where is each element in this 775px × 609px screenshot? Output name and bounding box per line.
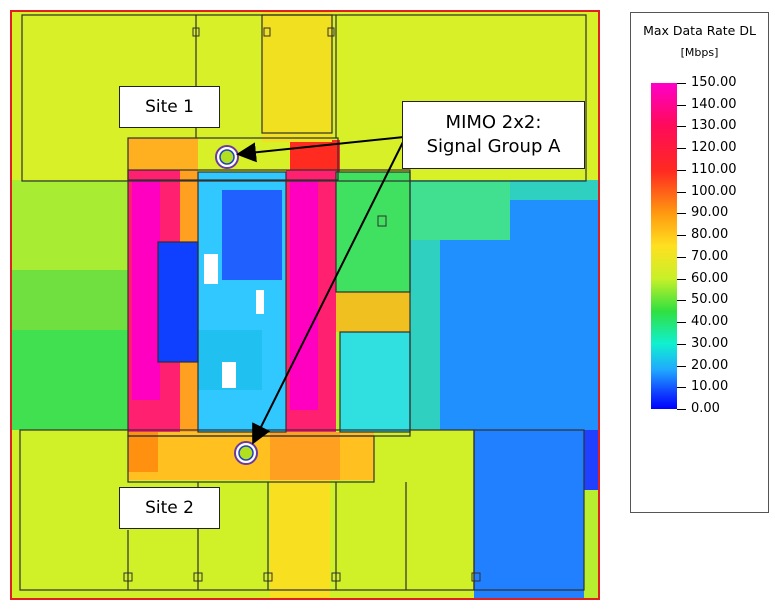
mimo-callout: MIMO 2x2: Signal Group A — [402, 101, 585, 169]
coverage-heatmap — [10, 10, 600, 600]
legend-tick-label: 40.00 — [691, 314, 729, 330]
wall — [339, 331, 411, 433]
legend-tick — [677, 191, 686, 193]
wall — [473, 429, 585, 591]
legend-tick — [677, 300, 686, 302]
legend-unit: [Mbps] — [680, 46, 719, 59]
heatmap-column-left-core — [132, 180, 160, 400]
site1-label: Site 1 — [119, 86, 220, 128]
legend-tick — [677, 343, 686, 345]
heatmap-zone-right-lower — [474, 430, 584, 598]
heatmap-void — [256, 290, 264, 314]
legend-tick-label: 90.00 — [691, 205, 729, 221]
wall-markers — [123, 27, 481, 582]
heatmap-zone-right-edge — [584, 430, 598, 490]
legend-tick-label: 100.00 — [691, 183, 737, 199]
legend-tick-label: 60.00 — [691, 270, 729, 286]
heatmap-zone-right-upper — [410, 180, 510, 240]
mimo-callout-line1: MIMO 2x2: — [445, 112, 542, 133]
legend-tick-label: 80.00 — [691, 227, 729, 243]
legend-title: Max Data Rate DL — [643, 23, 756, 38]
wall-marker — [327, 27, 335, 37]
legend-tick-label: 150.00 — [691, 75, 737, 90]
legend-tick-label: 50.00 — [691, 292, 729, 308]
heatmap-column-right-core — [290, 180, 318, 410]
antenna-site1-icon[interactable] — [215, 145, 239, 169]
legend-tick — [677, 409, 686, 410]
wall-marker — [192, 27, 200, 37]
heatmap-zone-right-mid — [336, 172, 410, 292]
wall-marker — [193, 572, 203, 582]
legend-tick — [677, 83, 686, 84]
legend-tick-label: 70.00 — [691, 248, 729, 264]
heatmap-zone-center-upper — [222, 190, 282, 280]
legend-tick-label: 20.00 — [691, 357, 729, 373]
legend-tick — [677, 235, 686, 237]
heatmap-zone-left-upper — [12, 180, 130, 270]
heatmap-zone-site2-hot — [128, 432, 158, 472]
mimo-callout-line2: Signal Group A — [426, 136, 561, 157]
site1-label-text: Site 1 — [145, 97, 194, 117]
antenna-site2-icon[interactable] — [234, 441, 258, 465]
wall-marker — [263, 27, 271, 37]
wall-marker — [331, 572, 341, 582]
arrow-to-site2 — [252, 139, 405, 445]
heatmap-void — [204, 254, 218, 284]
wall — [335, 171, 411, 293]
legend-tick — [677, 365, 686, 367]
legend-tick — [677, 387, 686, 389]
arrow-to-site1 — [236, 136, 405, 163]
legend-color-bar — [651, 83, 677, 409]
legend-tick-label: 130.00 — [691, 118, 737, 134]
wall-marker — [123, 572, 133, 582]
wall-marker — [377, 215, 387, 227]
legend-tick-label: 110.00 — [691, 161, 737, 177]
wall — [127, 435, 375, 483]
legend-tick — [677, 126, 686, 128]
wall — [261, 14, 333, 134]
legend-tick — [677, 148, 686, 150]
legend-tick — [677, 278, 686, 280]
legend-tick — [677, 213, 686, 215]
color-legend: Max Data Rate DL [Mbps] 150.00 140.00 130.… — [630, 12, 769, 513]
heatmap-zone-site1-mid — [262, 12, 332, 142]
heatmap-zone-right-mid-warm — [336, 292, 410, 332]
legend-tick-label: 10.00 — [691, 379, 729, 395]
wall-marker — [263, 572, 273, 582]
site2-label: Site 2 — [119, 487, 220, 529]
heatmap-void — [222, 362, 236, 388]
wall-marker — [471, 572, 481, 582]
legend-tick-label: 30.00 — [691, 335, 729, 351]
map-frame — [10, 10, 600, 600]
site2-label-text: Site 2 — [145, 498, 194, 518]
wall — [127, 137, 339, 181]
wall — [197, 171, 287, 433]
heatmap-zone-center-blue — [158, 242, 198, 362]
legend-tick — [677, 169, 686, 171]
legend-tick-label: 140.00 — [691, 96, 737, 112]
legend-tick — [677, 256, 686, 258]
legend-tick-label: 0.00 — [691, 401, 720, 416]
heatmap-zone-left-lower — [12, 330, 130, 430]
heatmap-zone-site2-core — [270, 432, 340, 480]
heatmap-zone-site2-stripe — [270, 480, 330, 598]
legend-tick-label: 120.00 — [691, 140, 737, 156]
legend-tick — [677, 322, 686, 324]
heatmap-zone-right-mid-cool — [340, 332, 410, 432]
legend-tick — [677, 104, 686, 106]
